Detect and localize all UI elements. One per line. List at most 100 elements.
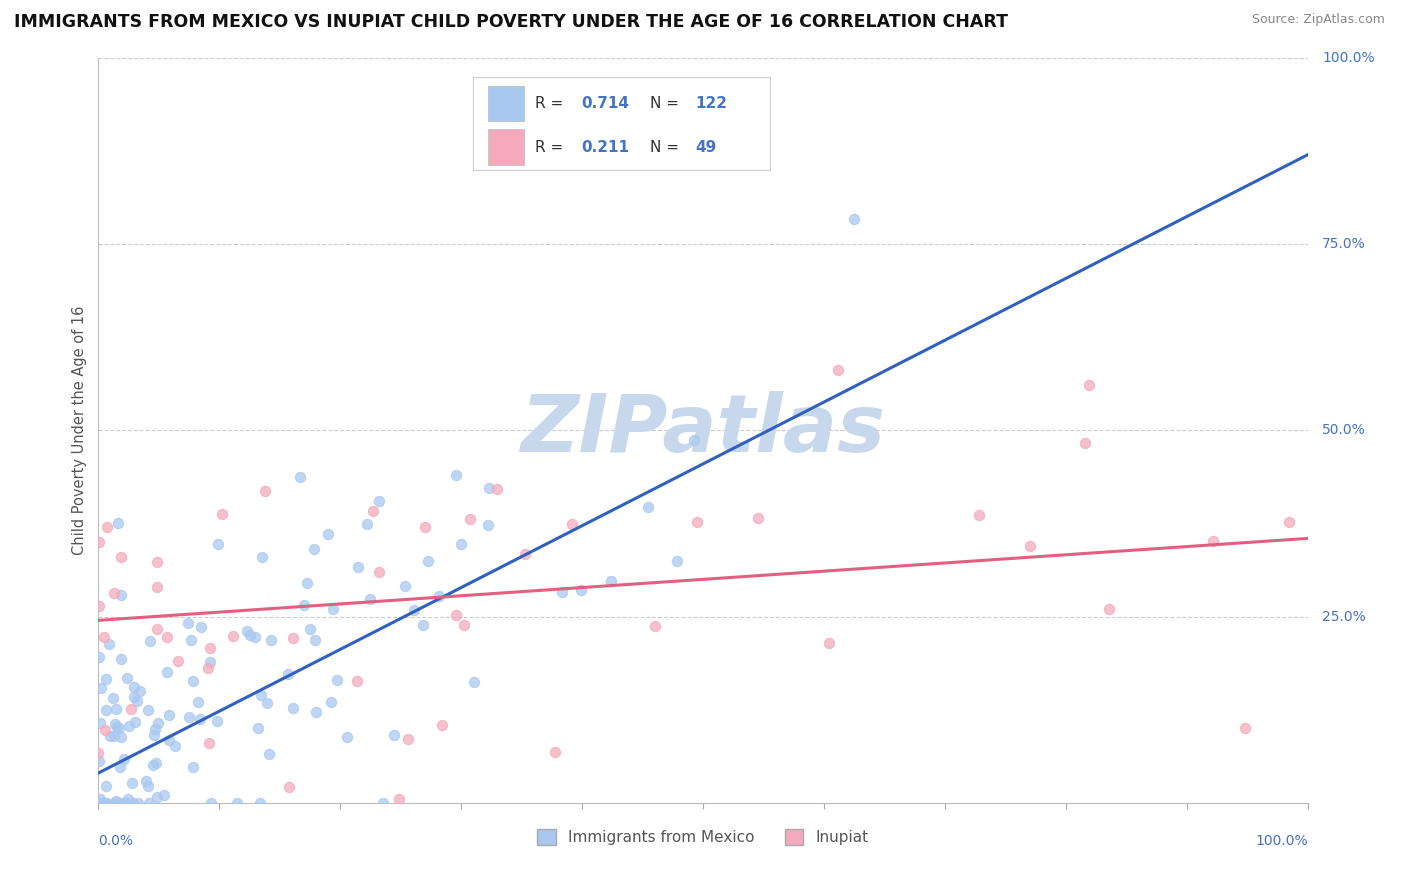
Text: IMMIGRANTS FROM MEXICO VS INUPIAT CHILD POVERTY UNDER THE AGE OF 16 CORRELATION : IMMIGRANTS FROM MEXICO VS INUPIAT CHILD …	[14, 13, 1008, 31]
Point	[453, 617, 475, 632]
Point	[157, 733, 180, 747]
Point	[257, 747, 280, 761]
Point	[747, 511, 769, 525]
Point	[450, 537, 472, 551]
Point	[198, 655, 221, 669]
Point	[121, 776, 143, 790]
Point	[93, 723, 115, 737]
Point	[94, 796, 117, 810]
Point	[104, 717, 127, 731]
Text: Source: ZipAtlas.com: Source: ZipAtlas.com	[1251, 13, 1385, 27]
Point	[637, 500, 659, 515]
Point	[115, 671, 138, 685]
Text: 50.0%: 50.0%	[1322, 424, 1365, 437]
Point	[827, 363, 849, 377]
Point	[187, 695, 209, 709]
FancyBboxPatch shape	[488, 129, 524, 165]
Point	[478, 481, 501, 495]
Point	[177, 616, 200, 631]
Legend: Immigrants from Mexico, Inupiat: Immigrants from Mexico, Inupiat	[531, 822, 875, 851]
Point	[110, 730, 132, 744]
Point	[91, 796, 114, 810]
Point	[96, 796, 118, 810]
Point	[277, 780, 299, 794]
Point	[165, 739, 187, 753]
Point	[302, 542, 325, 557]
Text: 100.0%: 100.0%	[1322, 51, 1375, 65]
Point	[117, 792, 139, 806]
Point	[146, 555, 169, 569]
Point	[477, 517, 499, 532]
Point	[281, 701, 304, 715]
FancyBboxPatch shape	[488, 86, 524, 121]
Point	[180, 633, 202, 648]
Point	[98, 729, 121, 743]
Point	[561, 516, 583, 531]
Point	[90, 681, 112, 695]
Point	[115, 796, 138, 810]
Point	[108, 721, 131, 735]
Point	[145, 756, 167, 770]
Point	[104, 702, 127, 716]
Point	[347, 560, 370, 574]
Point	[844, 212, 866, 227]
Point	[1098, 602, 1121, 616]
Point	[1234, 721, 1257, 735]
Point	[277, 666, 299, 681]
Point	[146, 789, 169, 804]
Text: 75.0%: 75.0%	[1322, 237, 1365, 252]
Point	[90, 796, 112, 810]
Point	[969, 508, 991, 522]
Point	[207, 537, 229, 551]
Text: 25.0%: 25.0%	[1322, 609, 1365, 624]
Point	[346, 673, 368, 688]
Text: N =: N =	[650, 140, 679, 154]
Point	[94, 779, 117, 793]
Point	[319, 695, 342, 709]
Point	[412, 617, 434, 632]
Point	[103, 691, 125, 706]
Point	[93, 796, 115, 810]
Point	[600, 574, 623, 588]
Point	[110, 588, 132, 602]
Point	[122, 681, 145, 695]
Point	[146, 580, 169, 594]
Point	[110, 550, 132, 565]
Point	[295, 576, 318, 591]
Point	[1078, 377, 1101, 392]
Point	[198, 640, 221, 655]
FancyBboxPatch shape	[474, 77, 769, 169]
Point	[404, 603, 426, 617]
Point	[256, 696, 278, 710]
Point	[683, 433, 706, 447]
Point	[87, 650, 110, 665]
Point	[136, 779, 159, 793]
Point	[110, 796, 132, 810]
Point	[463, 675, 485, 690]
Point	[382, 727, 405, 741]
Point	[388, 791, 411, 805]
Point	[146, 622, 169, 636]
Point	[686, 516, 709, 530]
Point	[1073, 436, 1095, 450]
Point	[89, 796, 111, 810]
Point	[94, 703, 117, 717]
Point	[143, 722, 166, 736]
Point	[322, 602, 344, 616]
Point	[197, 661, 219, 675]
Point	[371, 796, 394, 810]
Text: N =: N =	[650, 96, 679, 111]
Point	[260, 633, 283, 648]
Point	[89, 796, 111, 810]
Point	[368, 493, 391, 508]
Point	[190, 620, 212, 634]
Point	[112, 796, 135, 810]
Text: R =: R =	[534, 140, 564, 154]
Point	[460, 512, 482, 526]
Point	[1278, 516, 1301, 530]
Point	[222, 629, 245, 643]
Point	[359, 592, 381, 607]
Point	[157, 707, 180, 722]
Point	[124, 714, 146, 729]
Point	[644, 618, 666, 632]
